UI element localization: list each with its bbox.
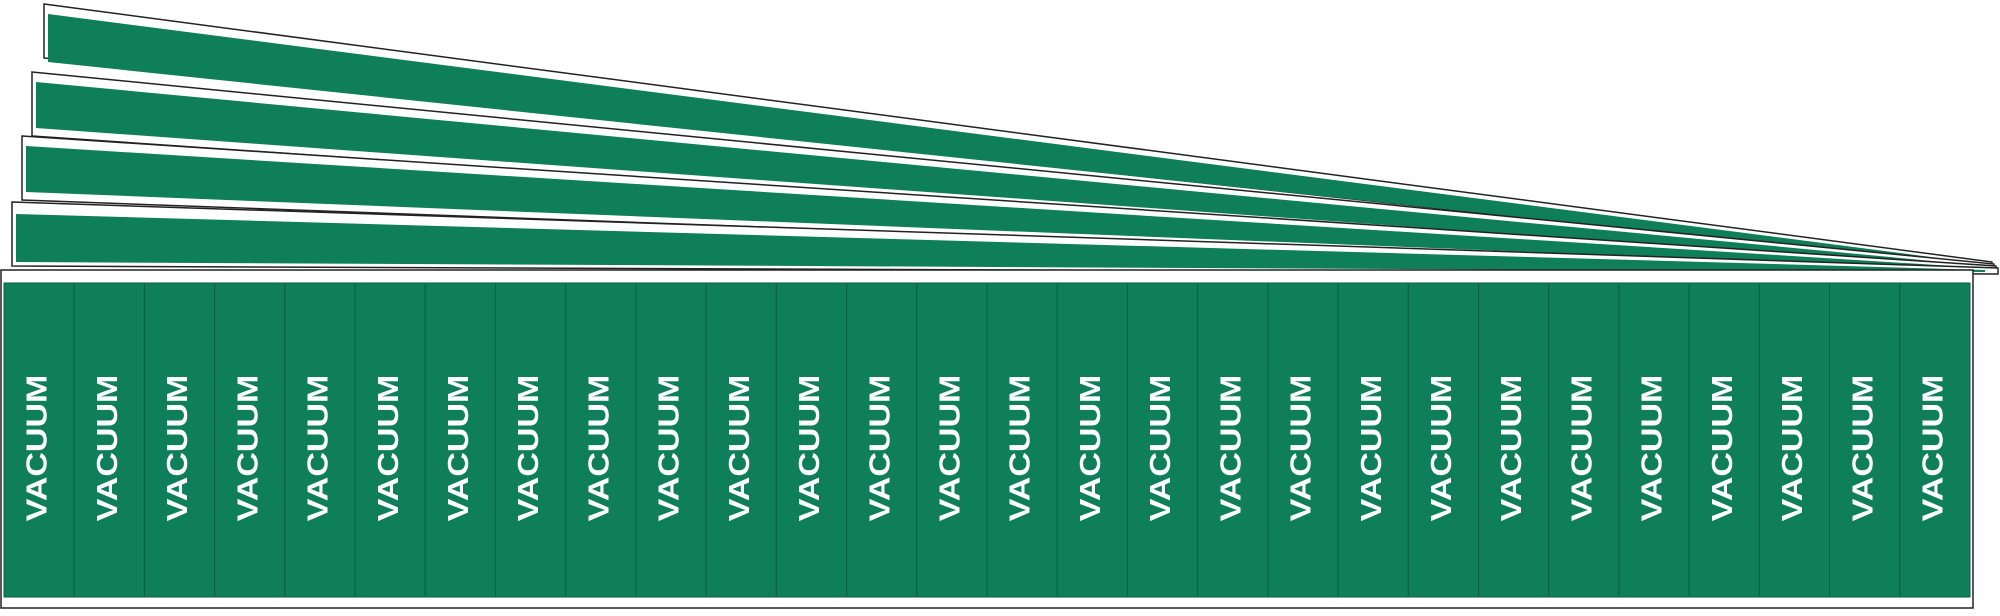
label-text: VACUUM <box>1495 375 1528 522</box>
label <box>1758 282 1831 598</box>
label-text: VACUUM <box>1705 375 1738 522</box>
label <box>565 282 637 598</box>
label-text: VACUUM <box>1565 375 1598 522</box>
label-text: VACUUM <box>1073 375 1106 522</box>
label-text: VACUUM <box>90 375 123 522</box>
label-text: VACUUM <box>1424 375 1457 522</box>
label <box>1829 282 1901 598</box>
label-text: VACUUM <box>1003 375 1036 522</box>
label <box>1899 282 1971 598</box>
label <box>1126 282 1199 598</box>
back-sheet-band <box>16 214 1985 272</box>
back-sheet-band <box>36 82 1985 268</box>
label-row: VACUUM VACUUM VACUUM VACUUM VACUUM VACUUM VACU… <box>3 282 1971 598</box>
label-text: VACUUM <box>20 375 53 522</box>
label-text: VACUUM <box>652 375 685 522</box>
label-text: VACUUM <box>1846 375 1879 522</box>
label-text: VACUUM <box>371 375 404 522</box>
label <box>3 282 75 598</box>
label <box>1478 282 1550 598</box>
label <box>495 282 567 598</box>
label-text: VACUUM <box>1916 375 1949 522</box>
label <box>1688 282 1760 598</box>
label-text: VACUUM <box>582 375 615 522</box>
back-sheets <box>11 3 1999 275</box>
label-text: VACUUM <box>1284 375 1317 522</box>
back-sheet-band <box>48 14 1985 266</box>
label-text: VACUUM <box>301 375 334 522</box>
label-text: VACUUM <box>161 375 194 522</box>
label <box>1548 282 1620 598</box>
back-sheet-band <box>26 146 1985 270</box>
label <box>1337 282 1409 598</box>
label-text: VACUUM <box>722 375 755 522</box>
label-text: VACUUM <box>793 375 826 522</box>
label <box>214 282 286 598</box>
label-text: VACUUM <box>231 375 264 522</box>
label-text: VACUUM <box>1635 375 1668 522</box>
label-text: VACUUM <box>1776 375 1809 522</box>
label-text: VACUUM <box>933 375 966 522</box>
label <box>705 282 777 598</box>
label <box>143 282 216 598</box>
label-text: VACUUM <box>863 375 896 522</box>
label-text: VACUUM <box>441 375 474 522</box>
label <box>1056 282 1128 598</box>
label-text: VACUUM <box>1214 375 1247 522</box>
label-text: VACUUM <box>512 375 545 522</box>
label-text: VACUUM <box>1144 375 1177 522</box>
label <box>73 282 145 598</box>
label-text: VACUUM <box>1354 375 1387 522</box>
label <box>424 282 496 598</box>
label <box>1267 282 1339 598</box>
label <box>635 282 707 598</box>
label <box>1407 282 1480 598</box>
label <box>1197 282 1269 598</box>
label <box>986 282 1058 598</box>
label <box>354 282 426 598</box>
label <box>846 282 918 598</box>
label <box>1618 282 1690 598</box>
